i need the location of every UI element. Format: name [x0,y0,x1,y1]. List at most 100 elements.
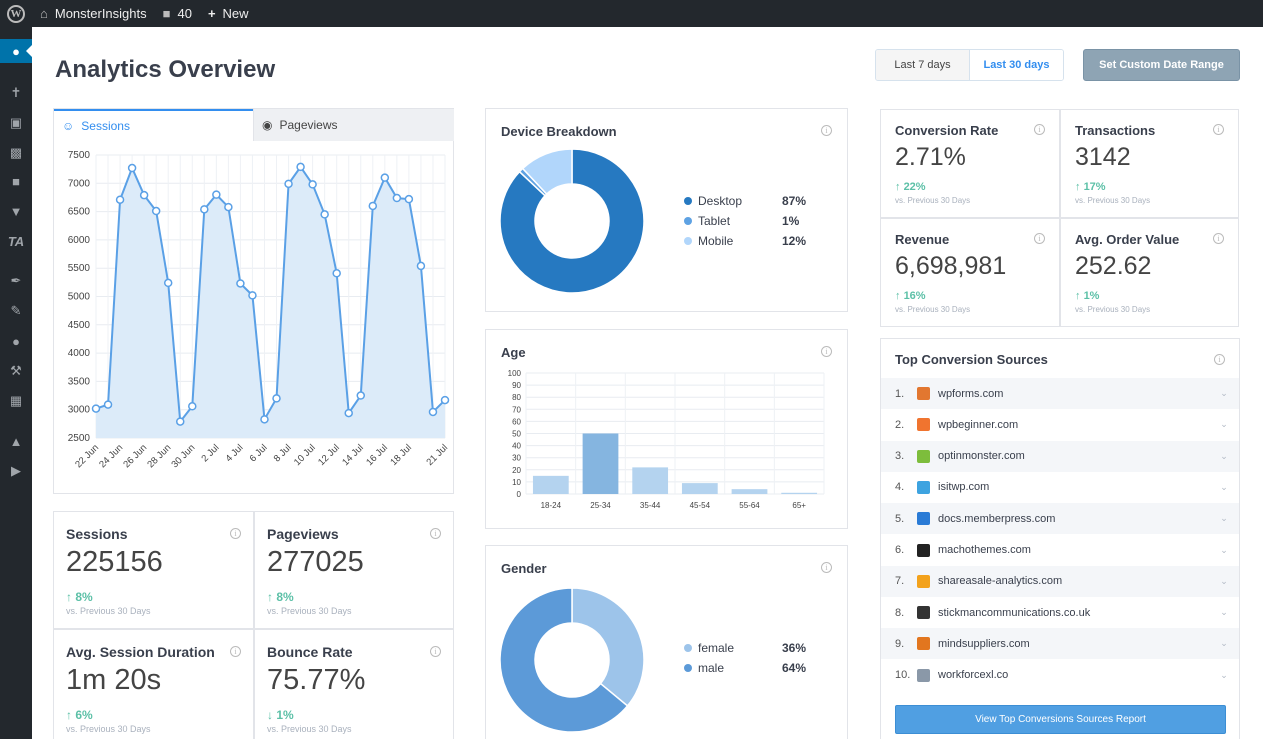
chevron-down-icon[interactable]: ⌄ [1220,481,1228,492]
info-icon[interactable]: i [1214,354,1225,365]
x-tick-label: 18 Jul [388,442,414,468]
star-icon [917,574,930,588]
data-point [368,201,378,211]
conversion-source-row[interactable]: 9. mindsuppliers.com ⌄ [881,628,1239,660]
tab-sessions[interactable]: ☺ Sessions [54,109,253,141]
stickman-icon [917,606,930,620]
legend-swatch [684,217,692,225]
info-icon[interactable]: i [1034,124,1045,135]
stat-compare: vs. Previous 30 Days [895,305,971,314]
appearance-icon[interactable]: ✒ [10,273,22,288]
info-icon[interactable]: i [821,562,832,573]
chevron-down-icon[interactable]: ⌄ [1220,575,1228,586]
chevron-down-icon[interactable]: ⌄ [1220,419,1228,430]
view-conversions-report-button[interactable]: View Top Conversions Sources Report [895,705,1226,734]
pin-icon[interactable]: ✝ [10,85,22,100]
conversion-source-row[interactable]: 2. wpbeginner.com ⌄ [881,409,1239,440]
tools-icon[interactable]: ⚒ [10,363,22,378]
users-icon[interactable]: ● [12,333,20,349]
stat-label: Sessions [66,526,128,542]
thirstyaffiliates-icon[interactable]: TA [7,233,25,249]
chevron-down-icon[interactable]: ⌄ [1220,513,1228,524]
y-tick-label: 0 [517,490,522,499]
x-tick-label: 30 Jun [169,442,197,470]
y-tick-label: 3000 [68,405,91,416]
last-7-days-button[interactable]: Last 7 days [876,50,969,80]
chevron-down-icon[interactable]: ⌄ [1220,669,1228,680]
settings-icon[interactable]: ▦ [9,393,23,408]
stat-label: Avg. Order Value [1075,232,1180,247]
info-icon[interactable]: i [821,346,832,357]
y-tick-label: 7500 [68,150,91,161]
chevron-down-icon[interactable]: ⌄ [1220,450,1228,461]
insights-icon[interactable]: ▲ [9,433,23,449]
chevron-down-icon[interactable]: ⌄ [1220,607,1228,618]
stat-compare: vs. Previous 30 Days [1075,305,1151,314]
media-icon[interactable]: ▣ [9,115,23,130]
pages-icon[interactable]: ▩ [9,145,23,160]
tab-pageviews[interactable]: ◉ Pageviews [253,109,454,141]
info-icon[interactable]: i [430,528,441,539]
comments-icon[interactable]: ■ [12,173,20,189]
data-point [380,173,390,182]
data-point [428,407,438,417]
y-tick-label: 90 [512,381,521,390]
collapse-menu-icon[interactable]: ▶ [11,463,21,478]
plus-icon: + [207,6,216,21]
chevron-down-icon[interactable]: ⌄ [1220,388,1228,398]
arrow-up-icon: ↑ [267,590,277,604]
device-breakdown-panel: Device Breakdown i Desktop 87% Tablet 1% Mob… [485,108,848,312]
conversion-source-row[interactable]: 8. stickmancommunications.co.uk ⌄ [881,597,1239,628]
source-domain: mindsuppliers.com [938,637,1030,650]
arrow-up-icon: ↑ [66,708,76,722]
info-icon[interactable]: i [430,646,441,657]
x-tick-label: 2 Jul [199,442,221,464]
data-point [272,394,281,403]
sessions-area [96,166,445,439]
info-icon[interactable]: i [1213,124,1224,135]
wordpress-logo-icon[interactable]: W [0,0,32,27]
conversion-source-row[interactable]: 1. wpforms.com ⌄ [881,378,1239,409]
conversion-source-row[interactable]: 4. isitwp.com ⌄ [881,472,1239,503]
new-content-link[interactable]: + New [200,0,257,27]
legend-swatch [684,664,692,672]
legend-label: Mobile [698,234,734,248]
forms-icon[interactable]: ▼ [9,203,23,219]
slice-female [571,588,645,707]
conversion-source-row[interactable]: 6. machothemes.com ⌄ [881,535,1239,566]
info-icon[interactable]: i [1213,233,1224,244]
source-rank: 2. [895,418,905,431]
stat-value: 1m 20s [66,664,162,696]
x-tick-label: 35-44 [640,501,661,510]
stat-compare: vs. Previous 30 Days [895,196,971,205]
site-name-link[interactable]: ⌂ MonsterInsights [32,0,155,27]
avg-order-value-stat: Avg. Order Value i 252.62 ↑ 1% vs. Previ… [1060,218,1239,327]
info-icon[interactable]: i [230,528,241,539]
source-domain: machothemes.com [938,544,1031,556]
legend-item: Tablet 1% [684,214,799,228]
chevron-down-icon[interactable]: ⌄ [1220,544,1228,555]
data-point [200,205,209,214]
chevron-down-icon[interactable]: ⌄ [1220,638,1228,649]
custom-date-range-button[interactable]: Set Custom Date Range [1083,49,1240,81]
isitwp-icon [917,480,930,494]
bar-35-44 [632,467,669,494]
info-icon[interactable]: i [1034,233,1045,244]
stat-compare: vs. Previous 30 Days [267,606,352,616]
slice-desktop [500,149,645,294]
y-tick-label: 6500 [68,207,91,218]
plugins-icon[interactable]: ✎ [10,303,22,318]
conversion-source-row[interactable]: 10. workforcexl.co ⌄ [881,660,1239,691]
info-icon[interactable]: i [230,646,241,657]
site-name: MonsterInsights [54,6,147,21]
conversion-source-row[interactable]: 5. docs.memberpress.com ⌄ [881,503,1239,535]
last-30-days-button[interactable]: Last 30 days [969,50,1063,80]
gender-panel: Gender i female 36% male 64% [485,545,848,739]
comments-link[interactable]: ■ 40 [155,0,200,27]
conversion-source-row[interactable]: 7. shareasale-analytics.com ⌄ [881,565,1239,597]
source-domain: workforcexl.co [938,669,1009,682]
comment-icon: ■ [162,6,171,21]
conversion-source-row[interactable]: 3. optinmonster.com ⌄ [881,440,1239,472]
dashboard-icon[interactable]: ● [0,39,32,63]
info-icon[interactable]: i [821,125,832,136]
